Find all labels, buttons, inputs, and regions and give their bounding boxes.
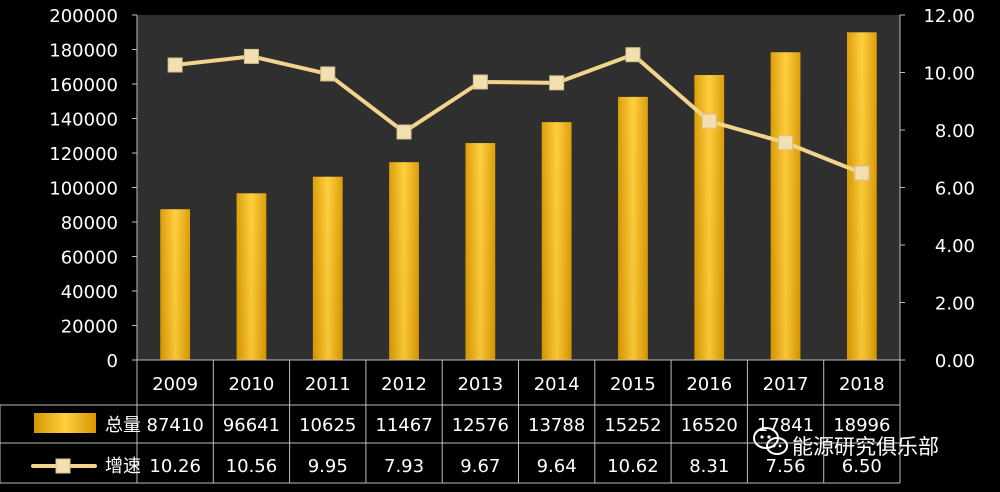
- right-axis-tick-label: 4.00: [935, 236, 975, 257]
- growth-value-label: 8.31: [689, 456, 729, 477]
- category-label: 2015: [610, 374, 656, 395]
- growth-marker: [472, 74, 488, 90]
- legend-line-marker: [55, 458, 71, 474]
- bar-value-label: 17841: [757, 415, 814, 436]
- bar-value-label: 87410: [147, 415, 204, 436]
- growth-value-label: 7.93: [384, 456, 424, 477]
- bar-value-label: 10625: [299, 415, 356, 436]
- category-label: 2012: [381, 374, 427, 395]
- bar-value-label: 13788: [528, 415, 585, 436]
- left-axis-tick-label: 40000: [61, 282, 118, 303]
- growth-value-label: 9.64: [537, 456, 577, 477]
- left-axis-tick-label: 140000: [49, 110, 118, 131]
- growth-value-label: 7.56: [766, 456, 806, 477]
- bar-shade: [541, 122, 572, 360]
- right-axis-tick-label: 6.00: [935, 179, 975, 200]
- category-label: 2018: [839, 374, 885, 395]
- growth-value-label: 9.95: [308, 456, 348, 477]
- watermark: 能源研究俱乐部: [753, 427, 939, 459]
- plot-layer: [137, 15, 900, 361]
- growth-value-label: 10.62: [607, 456, 659, 477]
- right-axis-tick-label: 12.00: [923, 6, 975, 27]
- bar-value-label: 18996: [833, 415, 890, 436]
- growth-marker: [167, 57, 183, 73]
- right-axis-tick-label: 0.00: [935, 351, 975, 372]
- bar-shade: [618, 96, 648, 360]
- growth-line: [173, 52, 864, 176]
- bar-value-label: 11467: [375, 415, 432, 436]
- category-label: 2016: [686, 374, 732, 395]
- wechat-icon: [753, 427, 788, 455]
- growth-marker: [778, 135, 794, 151]
- axis-layer: 0 20000 40000 60000 80000 100000 120000 140000 1…: [49, 6, 975, 372]
- category-label: 2009: [152, 374, 198, 395]
- growth-marker: [854, 165, 870, 181]
- growth-value-label: 9.67: [460, 456, 500, 477]
- bar-shade: [770, 52, 801, 361]
- growth-marker: [549, 75, 565, 91]
- category-label: 2017: [763, 374, 809, 395]
- right-axis-tick-label: 2.00: [935, 294, 975, 315]
- growth-marker: [243, 48, 259, 64]
- category-label: 2013: [457, 374, 503, 395]
- bar-shade: [846, 32, 877, 360]
- left-axis-tick-label: 200000: [49, 6, 118, 27]
- bar-shade: [160, 209, 191, 360]
- bar-shade: [236, 193, 267, 360]
- bar-value-label: 12576: [452, 415, 509, 436]
- legend-bar-swatch: [34, 413, 96, 433]
- left-axis-tick-label: 0: [107, 351, 118, 372]
- left-axis-tick-label: 20000: [61, 317, 118, 338]
- bar-series-label: 总量: [105, 415, 141, 436]
- left-axis-tick-label: 160000: [49, 75, 118, 96]
- growth-marker: [396, 124, 412, 140]
- left-axis-tick-label: 120000: [49, 144, 118, 165]
- bar-value-label: 15252: [604, 415, 661, 436]
- watermark-text: 能源研究俱乐部: [792, 435, 939, 459]
- growth-marker: [625, 47, 641, 63]
- bar-shade: [389, 162, 419, 360]
- line-series-label: 增速: [105, 456, 141, 477]
- left-axis-tick-label: 60000: [61, 248, 118, 269]
- right-axis-tick-label: 8.00: [935, 121, 975, 142]
- bar-value-label: 96641: [223, 415, 280, 436]
- bar-value-label: 16520: [681, 415, 738, 436]
- left-axis-tick-label: 180000: [49, 41, 118, 62]
- category-label: 2014: [534, 374, 580, 395]
- growth-value-label: 6.50: [842, 456, 882, 477]
- left-axis-tick-label: 100000: [49, 179, 118, 200]
- growth-value-label: 10.26: [149, 456, 201, 477]
- right-axis-tick-label: 10.00: [923, 64, 975, 85]
- growth-marker: [320, 66, 336, 82]
- category-label: 2011: [305, 374, 351, 395]
- category-label: 2010: [229, 374, 275, 395]
- growth-marker: [701, 113, 717, 129]
- growth-value-label: 10.56: [226, 456, 278, 477]
- bar-shade: [312, 176, 343, 360]
- left-axis-tick-label: 80000: [61, 213, 118, 234]
- data-table: 2009 2010 2011 2012 2013 2014 2015 2016 2017 2018…: [0, 359, 901, 484]
- bar-shade: [465, 143, 496, 360]
